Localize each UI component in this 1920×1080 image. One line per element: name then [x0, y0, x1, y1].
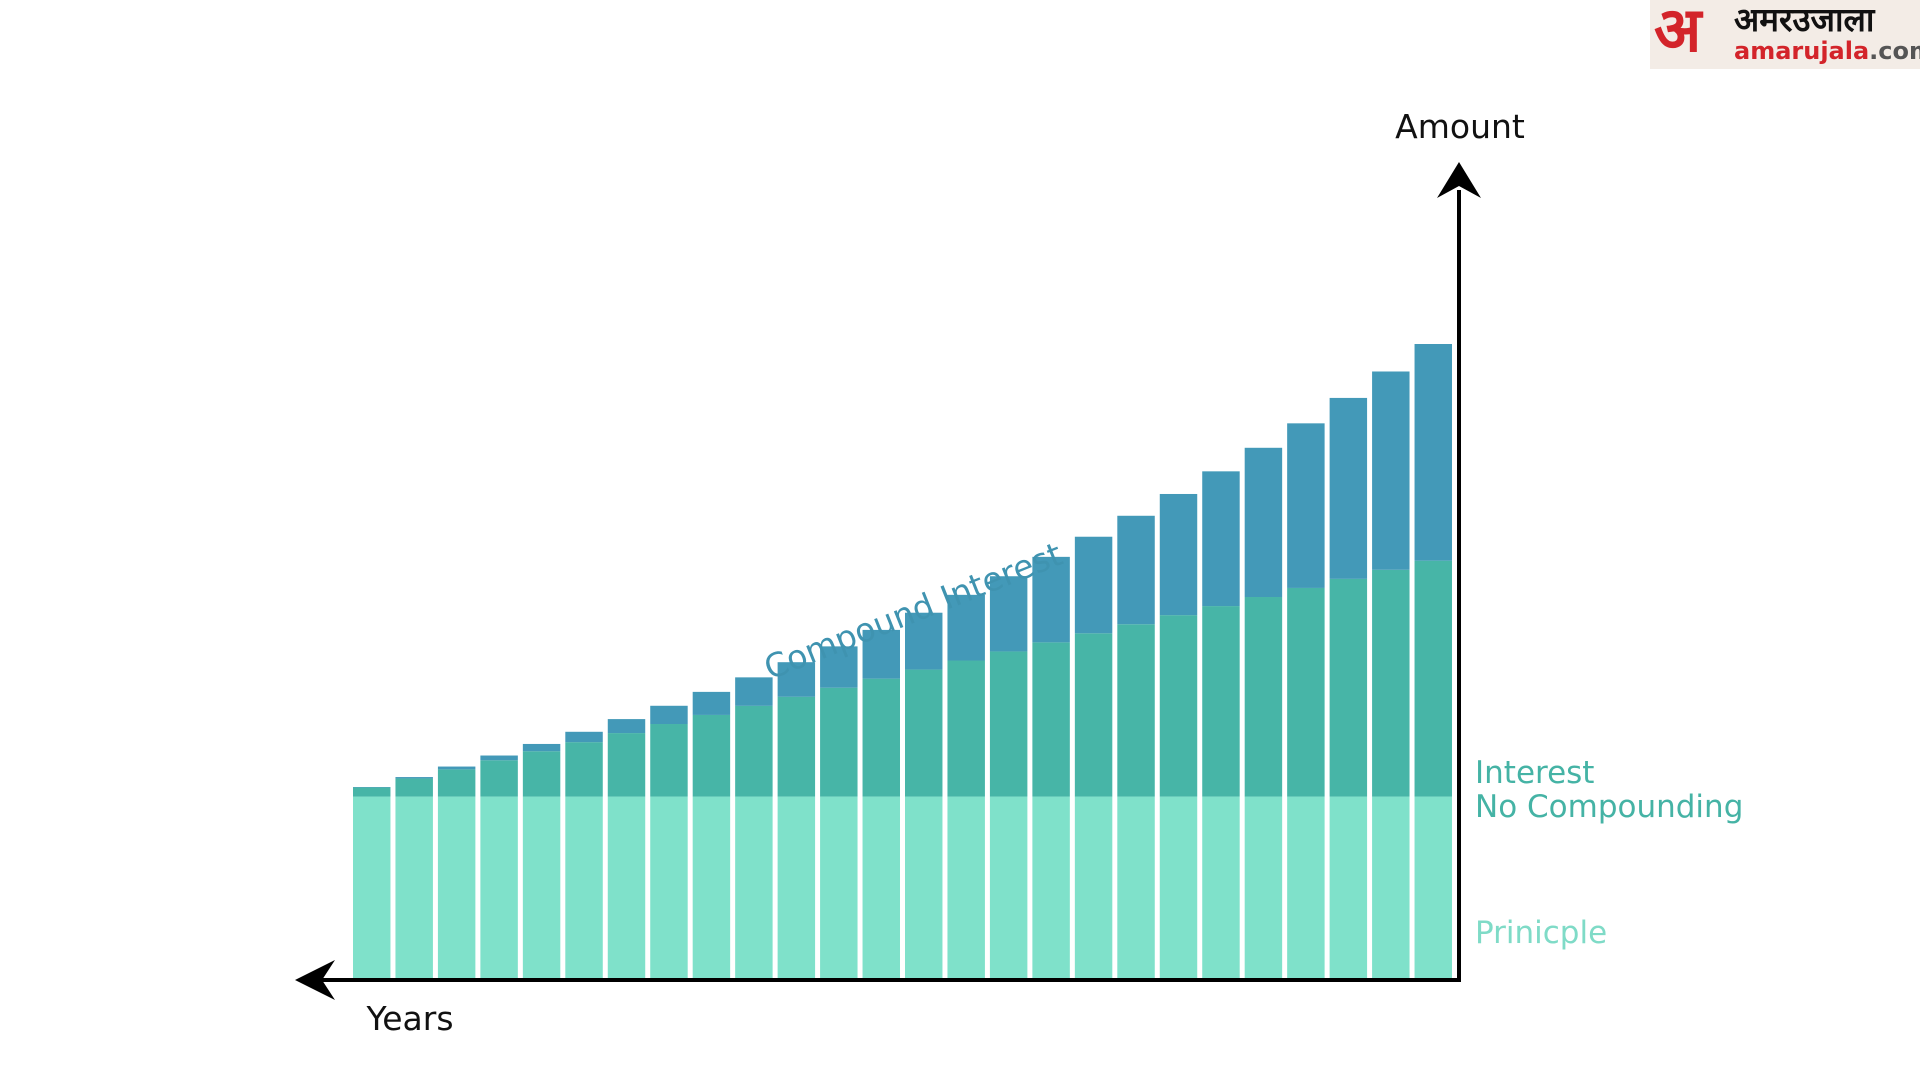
interest-label-line2: No Compounding — [1475, 789, 1743, 825]
bar-principle-10 — [735, 796, 773, 978]
bar-interest-18 — [1074, 633, 1113, 797]
bar-interest-23 — [1287, 587, 1325, 797]
bar-principle-8 — [650, 796, 688, 978]
bar-compound-9 — [692, 691, 731, 715]
bar-compound-4 — [480, 755, 518, 761]
bar-principle-17 — [1032, 796, 1070, 978]
bar-principle-24 — [1329, 796, 1368, 978]
bar-compound-13 — [862, 629, 900, 679]
x-axis-label: Years — [365, 999, 453, 1038]
bar-interest-8 — [650, 724, 688, 797]
bar-interest-12 — [820, 687, 858, 797]
bar-interest-24 — [1329, 578, 1368, 797]
bar-interest-13 — [862, 678, 900, 797]
bar-principle-22 — [1244, 796, 1283, 978]
bar-principle-9 — [692, 796, 731, 978]
logo-url-tld: .com — [1869, 37, 1920, 65]
bar-interest-17 — [1032, 642, 1070, 797]
bar-principle-3 — [437, 796, 476, 978]
bar-compound-26 — [1414, 344, 1452, 561]
bar-principle-23 — [1287, 796, 1325, 978]
bar-principle-14 — [905, 796, 943, 978]
bar-compound-10 — [735, 677, 773, 706]
bar-interest-2 — [395, 778, 433, 797]
bar-interest-3 — [437, 769, 476, 797]
bar-principle-4 — [480, 796, 518, 978]
interest-label-line1: Interest — [1475, 755, 1594, 791]
bar-compound-11 — [777, 662, 816, 697]
bar-principle-12 — [820, 796, 858, 978]
bar-principle-13 — [862, 796, 900, 978]
bar-compound-16 — [989, 576, 1028, 652]
logo-hindi-wordmark: अमरउजाला — [1734, 0, 1875, 39]
bar-interest-4 — [480, 760, 518, 797]
bar-compound-15 — [947, 594, 985, 661]
bar-compound-21 — [1202, 471, 1240, 607]
bar-principle-25 — [1372, 796, 1410, 978]
bar-principle-19 — [1117, 796, 1155, 978]
bars-layer — [353, 344, 1452, 978]
bar-interest-9 — [692, 714, 731, 797]
bar-interest-10 — [735, 705, 773, 797]
bar-compound-5 — [522, 743, 561, 752]
bar-principle-11 — [777, 796, 816, 978]
bar-interest-14 — [905, 669, 943, 797]
bar-principle-15 — [947, 796, 985, 978]
bar-compound-6 — [565, 731, 603, 743]
bar-principle-1 — [353, 796, 391, 978]
bar-compound-3 — [437, 766, 476, 770]
bar-compound-24 — [1329, 397, 1368, 579]
bar-interest-1 — [353, 787, 391, 797]
x-axis-arrowhead — [295, 960, 335, 1000]
bar-interest-15 — [947, 660, 985, 797]
bar-principle-6 — [565, 796, 603, 978]
bar-interest-6 — [565, 742, 603, 797]
y-axis-label: Amount — [1395, 107, 1525, 146]
bar-compound-17 — [1032, 556, 1070, 643]
amarujala-logo: अ अमरउजाला amarujala.com — [1650, 0, 1920, 69]
bar-compound-19 — [1117, 515, 1155, 625]
y-axis-arrowhead — [1437, 162, 1481, 198]
logo-url: amarujala.com — [1734, 38, 1920, 64]
bar-principle-5 — [522, 796, 561, 978]
bar-interest-25 — [1372, 569, 1410, 797]
bar-interest-26 — [1414, 560, 1452, 797]
bar-compound-22 — [1244, 447, 1283, 598]
bar-compound-25 — [1372, 371, 1410, 570]
bar-principle-2 — [395, 796, 433, 978]
bar-interest-11 — [777, 696, 816, 797]
bar-compound-2 — [395, 777, 433, 779]
logo-url-main: amarujala — [1734, 37, 1870, 65]
bar-interest-7 — [607, 733, 646, 797]
bar-compound-23 — [1287, 423, 1325, 588]
bar-principle-16 — [989, 796, 1028, 978]
logo-mark: अ — [1654, 0, 1702, 66]
bar-interest-5 — [522, 751, 561, 797]
bar-compound-14 — [905, 612, 943, 670]
bar-interest-21 — [1202, 606, 1240, 797]
principle-label: Prinicple — [1475, 915, 1607, 951]
bar-compound-8 — [650, 705, 688, 725]
bar-interest-20 — [1159, 615, 1198, 797]
bar-principle-7 — [607, 796, 646, 978]
axes-layer — [295, 162, 1481, 1000]
bar-principle-26 — [1414, 796, 1452, 978]
bar-compound-20 — [1159, 493, 1198, 616]
bar-compound-12 — [820, 646, 858, 688]
bar-principle-20 — [1159, 796, 1198, 978]
bar-interest-22 — [1244, 597, 1283, 797]
bar-compound-7 — [607, 719, 646, 734]
bar-principle-18 — [1074, 796, 1113, 978]
bar-interest-16 — [989, 651, 1028, 797]
bar-compound-18 — [1074, 536, 1113, 634]
bar-principle-21 — [1202, 796, 1240, 978]
bar-interest-19 — [1117, 624, 1155, 797]
